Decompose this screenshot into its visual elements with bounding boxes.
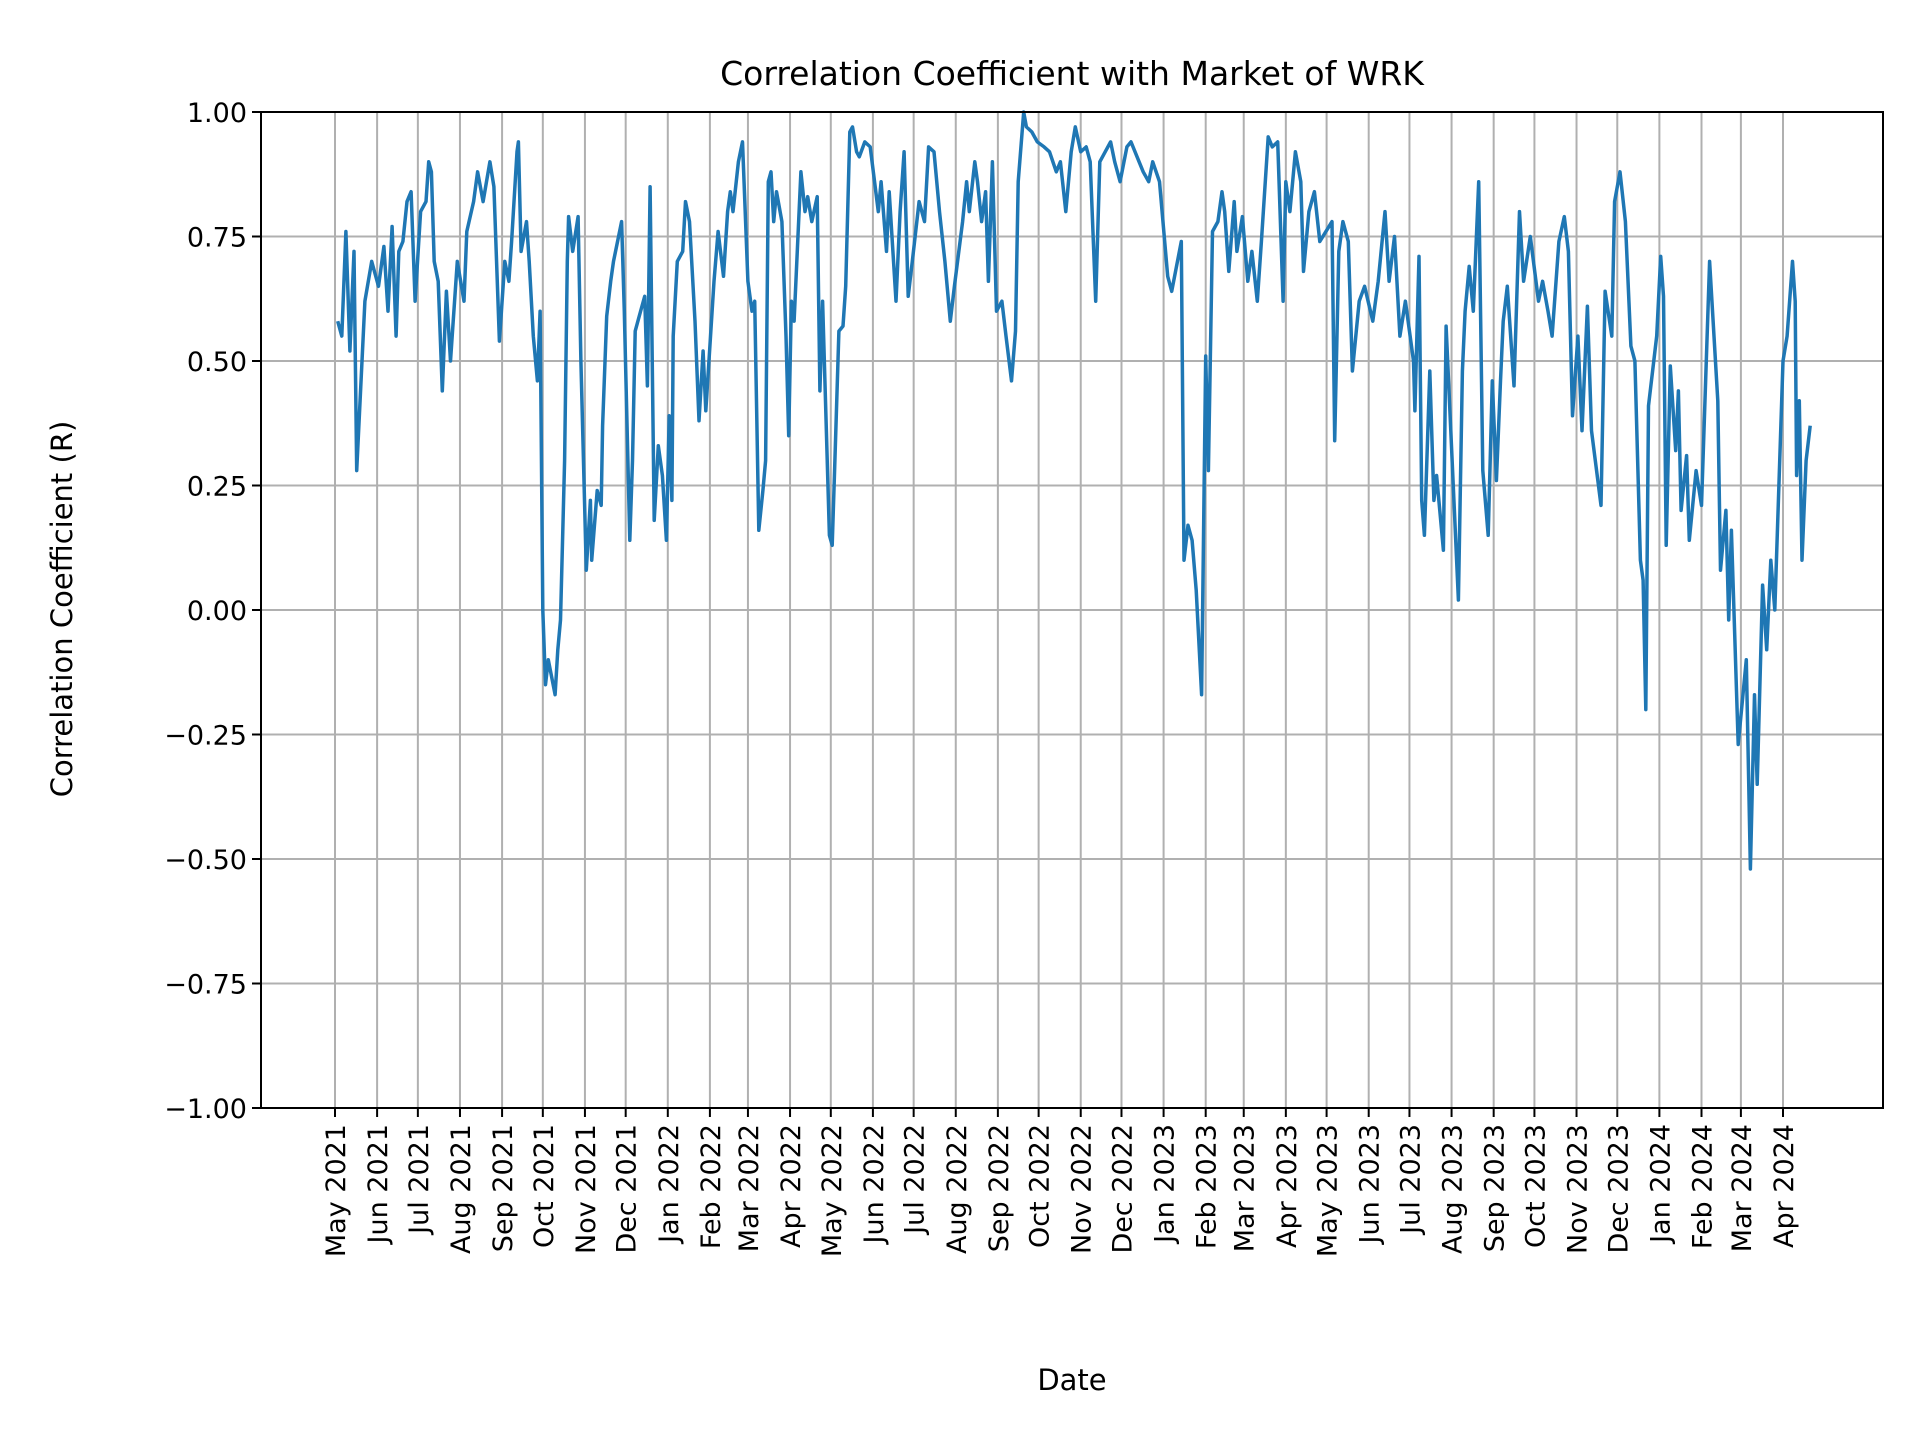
- x-tick-label: Nov 2022: [1067, 1124, 1098, 1254]
- y-axis-label: Correlation Coefficient (R): [45, 421, 79, 798]
- x-axis-label: Date: [1037, 1363, 1106, 1397]
- x-tick-label: Jun 2021: [363, 1124, 394, 1245]
- x-tick-label: Mar 2022: [734, 1124, 765, 1252]
- x-tick-label: Dec 2021: [612, 1124, 643, 1254]
- x-tick-label: Oct 2023: [1520, 1124, 1551, 1248]
- x-tick-label: Dec 2023: [1603, 1124, 1634, 1254]
- x-tick-label: Aug 2021: [446, 1124, 477, 1254]
- x-tick-label: Sep 2022: [984, 1124, 1015, 1252]
- x-tick-label: May 2023: [1313, 1124, 1344, 1257]
- y-tick-label: −0.25: [164, 721, 247, 752]
- x-tick-label: Jul 2021: [404, 1124, 435, 1236]
- plot-frame: [260, 111, 1884, 1109]
- x-tick-label: Oct 2022: [1025, 1124, 1056, 1248]
- x-tick-label: Aug 2022: [942, 1124, 973, 1254]
- x-tick-label: Jan 2022: [654, 1124, 685, 1245]
- x-tick-label: Nov 2021: [571, 1124, 602, 1254]
- x-tick-label: Feb 2022: [696, 1124, 727, 1249]
- y-tick-label: 0.25: [187, 472, 247, 503]
- x-tick-label: Sep 2021: [488, 1124, 519, 1252]
- y-tick-label: 0.50: [187, 347, 247, 378]
- x-tick-label: Apr 2024: [1769, 1124, 1800, 1248]
- y-tick-label: 0.75: [187, 223, 247, 254]
- x-tick-label: Jun 2022: [859, 1124, 890, 1245]
- x-tick-label: Oct 2021: [529, 1124, 560, 1248]
- series-line: [336, 110, 1812, 871]
- y-tick-label: −1.00: [164, 1094, 247, 1125]
- y-tick-label: 1.00: [187, 98, 247, 129]
- x-tick-label: Feb 2024: [1687, 1124, 1718, 1249]
- x-tick-label: Jan 2023: [1150, 1124, 1181, 1245]
- x-tick-label: Jul 2022: [900, 1124, 931, 1236]
- x-tick-label: May 2022: [817, 1124, 848, 1257]
- y-axis: −1.00 −0.75 −0.50 −0.25 0.00 0.25 0.50 0.75 1.00: [164, 98, 261, 1125]
- x-axis: May 2021 Jun 2021 Jul 2021 Aug 2021 Sep 2021…: [321, 1108, 1800, 1257]
- x-tick-label: Mar 2023: [1230, 1124, 1261, 1252]
- x-tick-label: Nov 2023: [1563, 1124, 1594, 1254]
- x-tick-label: Dec 2022: [1107, 1124, 1138, 1254]
- x-tick-label: Apr 2023: [1272, 1124, 1303, 1248]
- y-tick-label: −0.50: [164, 845, 247, 876]
- chart-title: Correlation Coefficient with Market of W…: [720, 54, 1425, 93]
- x-tick-label: Jun 2023: [1355, 1124, 1386, 1245]
- x-tick-label: May 2021: [321, 1124, 352, 1257]
- x-tick-label: Apr 2022: [776, 1124, 807, 1248]
- y-tick-label: 0.00: [187, 596, 247, 627]
- y-tick-label: −0.75: [164, 970, 247, 1001]
- x-tick-label: Jan 2024: [1645, 1124, 1676, 1245]
- x-tick-label: Aug 2023: [1438, 1124, 1469, 1254]
- x-tick-label: Feb 2023: [1192, 1124, 1223, 1249]
- x-tick-label: Jul 2023: [1395, 1124, 1426, 1236]
- x-tick-label: Mar 2024: [1727, 1124, 1758, 1252]
- x-tick-label: Sep 2023: [1480, 1124, 1511, 1252]
